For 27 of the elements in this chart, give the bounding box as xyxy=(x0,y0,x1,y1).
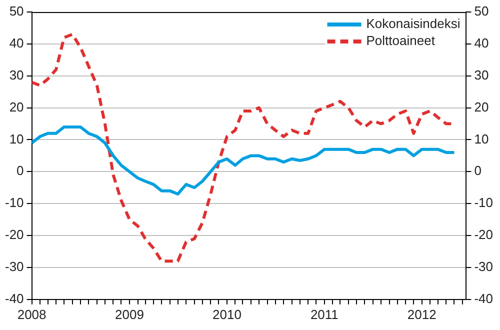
y-tick-label: 30 xyxy=(9,67,24,82)
y-tick-label: 20 xyxy=(9,99,24,114)
y2-tick-label: 30 xyxy=(474,67,489,82)
y-tick-label: -40 xyxy=(4,290,24,306)
x-tick-label: 2011 xyxy=(310,306,338,322)
y-tick-label: -20 xyxy=(4,227,24,242)
y-tick-label: -10 xyxy=(4,195,24,210)
y2-tick-label: 40 xyxy=(474,36,489,51)
x-tick-label: 2012 xyxy=(407,306,436,322)
y-tick-label: 10 xyxy=(9,131,24,146)
x-tick-label: 2010 xyxy=(212,306,242,322)
y2-tick-label: 0 xyxy=(474,163,482,178)
x-tick-label: 2008 xyxy=(17,306,46,322)
y-tick-label: 50 xyxy=(9,4,24,19)
legend-label: Polttoaineet xyxy=(366,33,436,48)
y-tick-label: 0 xyxy=(16,163,24,178)
y-tick-label: 40 xyxy=(9,36,24,51)
legend-label: Kokonaisindeksi xyxy=(366,16,460,32)
x-tick-label: 2009 xyxy=(115,306,144,322)
y2-tick-label: -20 xyxy=(474,227,494,242)
y-tick-label: -30 xyxy=(4,259,24,274)
y2-tick-label: 50 xyxy=(474,4,489,19)
y2-tick-label: 10 xyxy=(474,131,489,146)
y2-tick-label: -10 xyxy=(474,195,494,210)
y2-tick-label: -40 xyxy=(474,290,494,306)
y2-tick-label: -30 xyxy=(474,259,494,274)
y2-tick-label: 20 xyxy=(474,99,489,114)
